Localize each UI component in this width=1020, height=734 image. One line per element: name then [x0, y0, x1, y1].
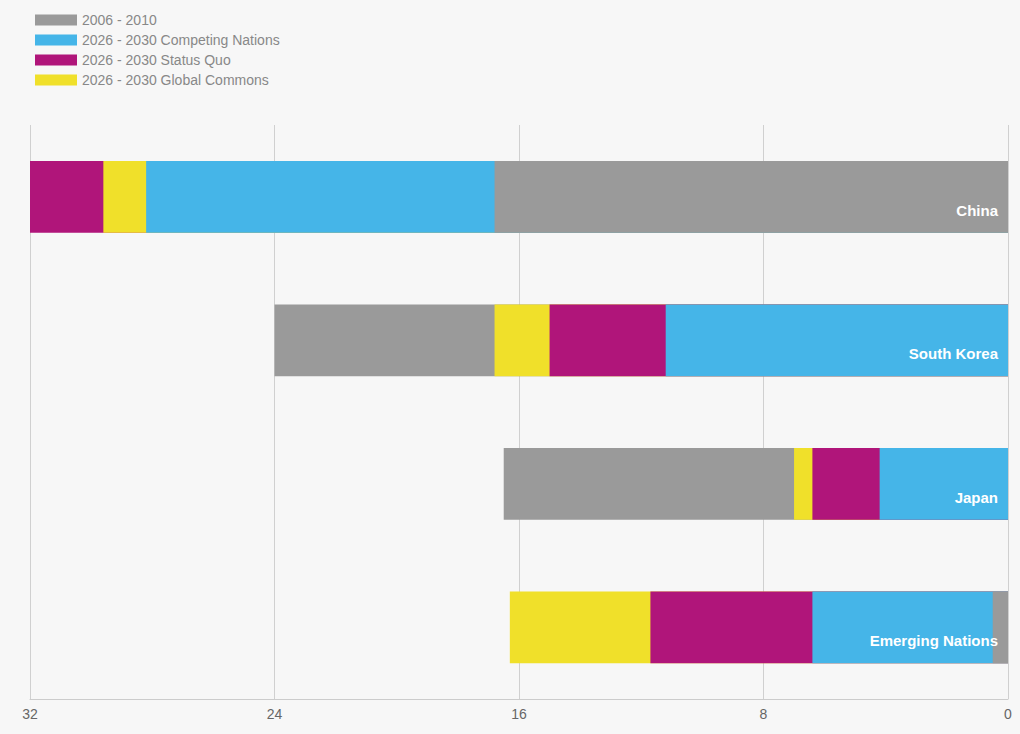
svg-text:2026 - 2030 Competing Nations: 2026 - 2030 Competing Nations: [82, 32, 280, 48]
svg-text:2006 - 2010: 2006 - 2010: [82, 12, 157, 28]
svg-text:China: China: [956, 202, 998, 219]
svg-text:16: 16: [511, 706, 527, 722]
svg-text:Emerging Nations: Emerging Nations: [870, 632, 998, 649]
svg-text:Japan: Japan: [955, 489, 998, 506]
svg-text:8: 8: [760, 706, 768, 722]
svg-text:32: 32: [22, 706, 38, 722]
svg-text:0: 0: [1004, 706, 1012, 722]
svg-text:2026 - 2030 Status Quo: 2026 - 2030 Status Quo: [82, 52, 231, 68]
svg-text:2026 - 2030 Global Commons: 2026 - 2030 Global Commons: [82, 72, 269, 88]
svg-text:South Korea: South Korea: [909, 345, 999, 362]
svg-text:24: 24: [267, 706, 283, 722]
